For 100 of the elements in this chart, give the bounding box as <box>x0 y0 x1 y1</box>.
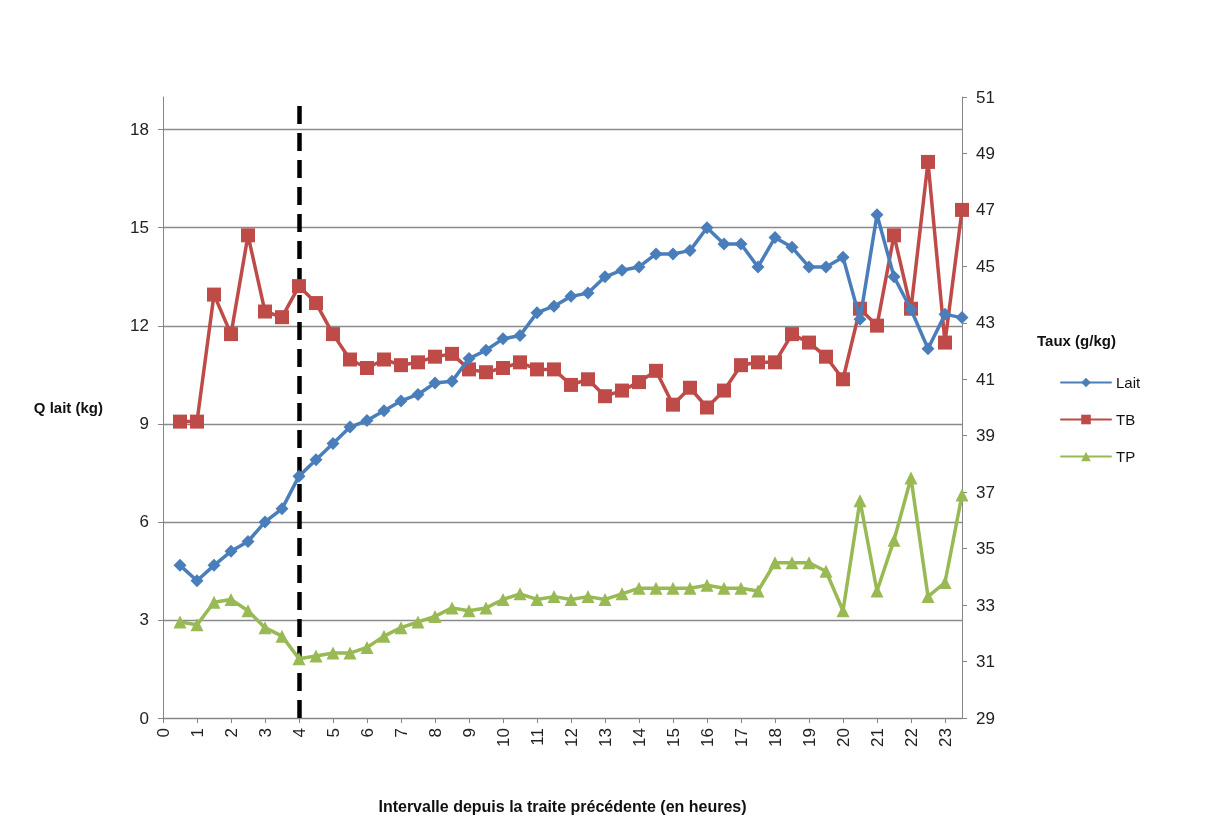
point <box>445 601 459 615</box>
point <box>343 420 357 434</box>
x-tick-label: 20 <box>833 728 853 747</box>
point <box>564 377 578 392</box>
point <box>785 240 799 254</box>
point <box>394 621 408 635</box>
point <box>479 601 493 615</box>
point <box>649 247 663 261</box>
point <box>513 587 527 601</box>
point <box>173 558 187 572</box>
y2-tick-label: 37 <box>976 482 995 502</box>
point <box>241 228 255 243</box>
point <box>666 581 680 595</box>
x-tick-label: 5 <box>323 728 343 738</box>
point <box>547 590 561 604</box>
point <box>734 581 748 595</box>
y2-tick-label: 47 <box>976 200 995 220</box>
x-tick-label: 1 <box>187 728 207 738</box>
y-tick-label: 9 <box>139 414 149 434</box>
point <box>751 355 765 370</box>
point <box>496 360 510 375</box>
point <box>275 310 289 325</box>
y2-axis-title: Taux (g/kg) <box>1037 332 1116 349</box>
point <box>785 327 799 342</box>
x-tick-label: 19 <box>799 728 819 747</box>
y-tick-label: 12 <box>130 316 149 336</box>
point <box>632 260 646 274</box>
point <box>411 387 425 401</box>
point <box>581 590 595 604</box>
point <box>819 564 833 578</box>
y2-tick-label: 29 <box>976 708 995 728</box>
point <box>700 221 714 235</box>
x-tick-label: 3 <box>255 728 275 738</box>
point <box>547 299 561 313</box>
point <box>768 231 782 245</box>
x-tick-label: 6 <box>357 728 377 738</box>
x-tick-label: 4 <box>289 728 309 738</box>
point <box>666 397 680 412</box>
point <box>921 154 935 169</box>
point <box>768 556 782 570</box>
point <box>717 383 731 398</box>
point <box>258 515 272 529</box>
point <box>717 237 731 251</box>
x-tick-label: 12 <box>561 728 581 747</box>
point <box>734 237 748 251</box>
point <box>207 558 221 572</box>
point <box>802 556 816 570</box>
point <box>207 595 221 609</box>
y2-tick-label: 35 <box>976 539 995 559</box>
point <box>258 304 272 319</box>
point <box>819 260 833 274</box>
y-tick-label: 15 <box>130 218 149 238</box>
y-axis-title: Q lait (kg) <box>33 399 103 416</box>
point <box>275 629 289 643</box>
point <box>207 287 221 302</box>
point <box>292 469 306 483</box>
point <box>649 363 663 378</box>
point <box>734 358 748 373</box>
point <box>649 581 663 595</box>
point <box>513 355 527 370</box>
point <box>445 346 459 361</box>
point <box>955 311 969 325</box>
point <box>428 349 442 364</box>
point <box>173 414 187 429</box>
point <box>190 414 204 429</box>
point <box>530 306 544 320</box>
y2-tick-label: 39 <box>976 426 995 446</box>
x-tick-label: 16 <box>697 728 717 747</box>
y2-tick-label: 43 <box>976 313 995 333</box>
point <box>224 592 238 606</box>
point <box>751 260 765 274</box>
point <box>411 615 425 629</box>
point <box>496 332 510 346</box>
x-tick-label: 23 <box>935 728 955 747</box>
point <box>190 618 204 632</box>
legend-label: TP <box>1116 448 1136 465</box>
point <box>360 414 374 428</box>
point <box>955 202 969 217</box>
point <box>394 394 408 408</box>
point <box>445 374 459 388</box>
point <box>564 289 578 303</box>
point <box>700 400 714 415</box>
point <box>513 329 527 343</box>
point <box>819 349 833 364</box>
point <box>683 581 697 595</box>
point <box>683 380 697 395</box>
point <box>615 383 629 398</box>
point <box>802 335 816 350</box>
legend-label: TB <box>1116 411 1136 428</box>
point <box>326 327 340 342</box>
y2-tick-label: 33 <box>976 595 995 615</box>
x-tick-label: 22 <box>901 728 921 747</box>
point <box>462 351 476 365</box>
x-tick-label: 11 <box>527 728 547 746</box>
point <box>343 352 357 367</box>
point <box>377 404 391 418</box>
x-tick-label: 21 <box>867 728 887 747</box>
x-axis-title: Intervalle depuis la traite précédente (en heures) <box>378 797 747 815</box>
point <box>921 342 935 356</box>
x-tick-label: 13 <box>595 728 615 747</box>
